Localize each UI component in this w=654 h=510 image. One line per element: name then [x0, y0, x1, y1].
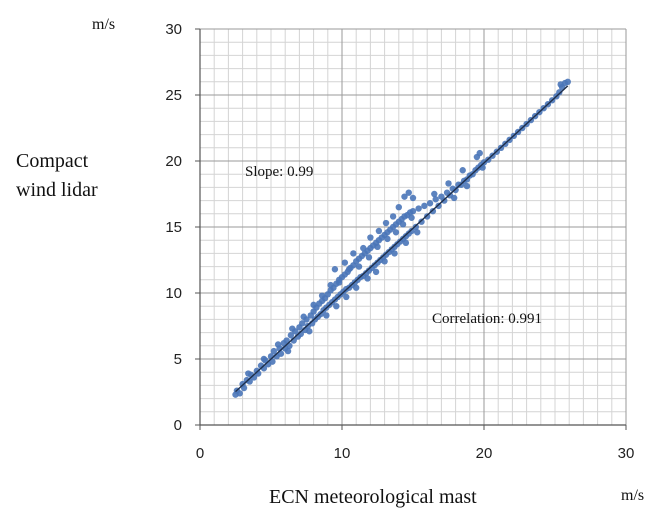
data-point [289, 325, 296, 332]
data-point [240, 384, 248, 392]
data-point [412, 223, 420, 231]
data-point [426, 200, 434, 207]
data-point [401, 193, 408, 200]
data-point [355, 263, 363, 270]
data-point [450, 194, 458, 202]
data-point [245, 370, 252, 377]
data-point [287, 332, 295, 339]
data-point [409, 194, 417, 202]
data-point [382, 219, 390, 227]
slope-annotation: Slope: 0.99 [245, 164, 313, 180]
data-point [556, 89, 563, 96]
data-point [418, 218, 425, 225]
y-tick-label: 30 [165, 21, 182, 38]
data-point [375, 227, 383, 235]
data-point [327, 281, 334, 289]
data-point [392, 229, 400, 236]
data-point [395, 204, 402, 211]
tick-labels: 0 5 10 15 20 25 30 0 10 20 30 [165, 21, 634, 462]
data-point [341, 259, 349, 266]
data-point [445, 180, 452, 187]
data-point [408, 214, 415, 221]
data-point [435, 202, 442, 210]
data-point [260, 355, 268, 363]
data-point [463, 182, 471, 190]
data-point [300, 313, 307, 320]
data-point [335, 279, 343, 286]
data-point [415, 205, 422, 212]
data-point [399, 221, 407, 228]
data-point [391, 250, 398, 257]
y-tick-label: 25 [165, 87, 182, 104]
data-point [405, 189, 412, 196]
data-point [310, 301, 317, 309]
data-point [432, 196, 439, 203]
data-point [384, 235, 391, 243]
data-point [350, 250, 357, 257]
data-point [424, 213, 431, 220]
data-point [381, 258, 388, 265]
y-tick-label: 20 [165, 153, 182, 170]
data-point [333, 303, 340, 310]
data-point [353, 284, 360, 291]
x-unit-label: m/s [621, 487, 644, 504]
data-point [236, 390, 243, 397]
data-point [414, 229, 421, 236]
data-point [479, 164, 486, 171]
data-point [318, 292, 326, 299]
data-point [557, 81, 564, 88]
data-point [274, 341, 282, 348]
fit-line [235, 85, 569, 393]
data-point [364, 275, 371, 282]
data-point [374, 243, 381, 250]
y-axis-label-line-2: wind lidar [16, 179, 98, 201]
data-point [284, 347, 292, 355]
data-point [343, 293, 350, 301]
data-point [283, 337, 290, 344]
axes [195, 28, 627, 430]
data-point [564, 78, 571, 86]
x-tick-label: 0 [196, 445, 204, 462]
data-point [323, 312, 330, 319]
x-tick-label: 10 [334, 445, 351, 462]
x-tick-label: 30 [618, 445, 635, 462]
y-tick-label: 15 [165, 219, 182, 236]
data-point [372, 268, 380, 276]
y-tick-label: 5 [174, 351, 182, 368]
data-point [431, 190, 438, 198]
y-tick-label: 10 [165, 285, 182, 302]
data-point [402, 239, 410, 247]
data-point [459, 167, 466, 174]
y-tick-label: 0 [174, 417, 182, 434]
y-axis-label-line-1: Compact [16, 150, 89, 172]
fit-line-group [235, 85, 569, 393]
x-axis-label: ECN meteorological mast [269, 486, 477, 508]
data-point [270, 347, 278, 355]
data-point [476, 149, 483, 157]
data-point [365, 254, 373, 261]
data-point [389, 213, 397, 220]
data-point [306, 328, 313, 335]
y-unit-label: m/s [92, 16, 115, 33]
data-point [299, 320, 306, 327]
correlation-annotation: Correlation: 0.991 [432, 311, 542, 327]
data-point [360, 244, 367, 252]
data-point [409, 207, 417, 215]
x-tick-label: 20 [476, 445, 493, 462]
data-point [429, 207, 437, 215]
data-point [408, 227, 415, 235]
data-point [421, 202, 428, 210]
data-point [345, 266, 353, 273]
data-point [331, 266, 339, 273]
data-point [367, 234, 374, 241]
